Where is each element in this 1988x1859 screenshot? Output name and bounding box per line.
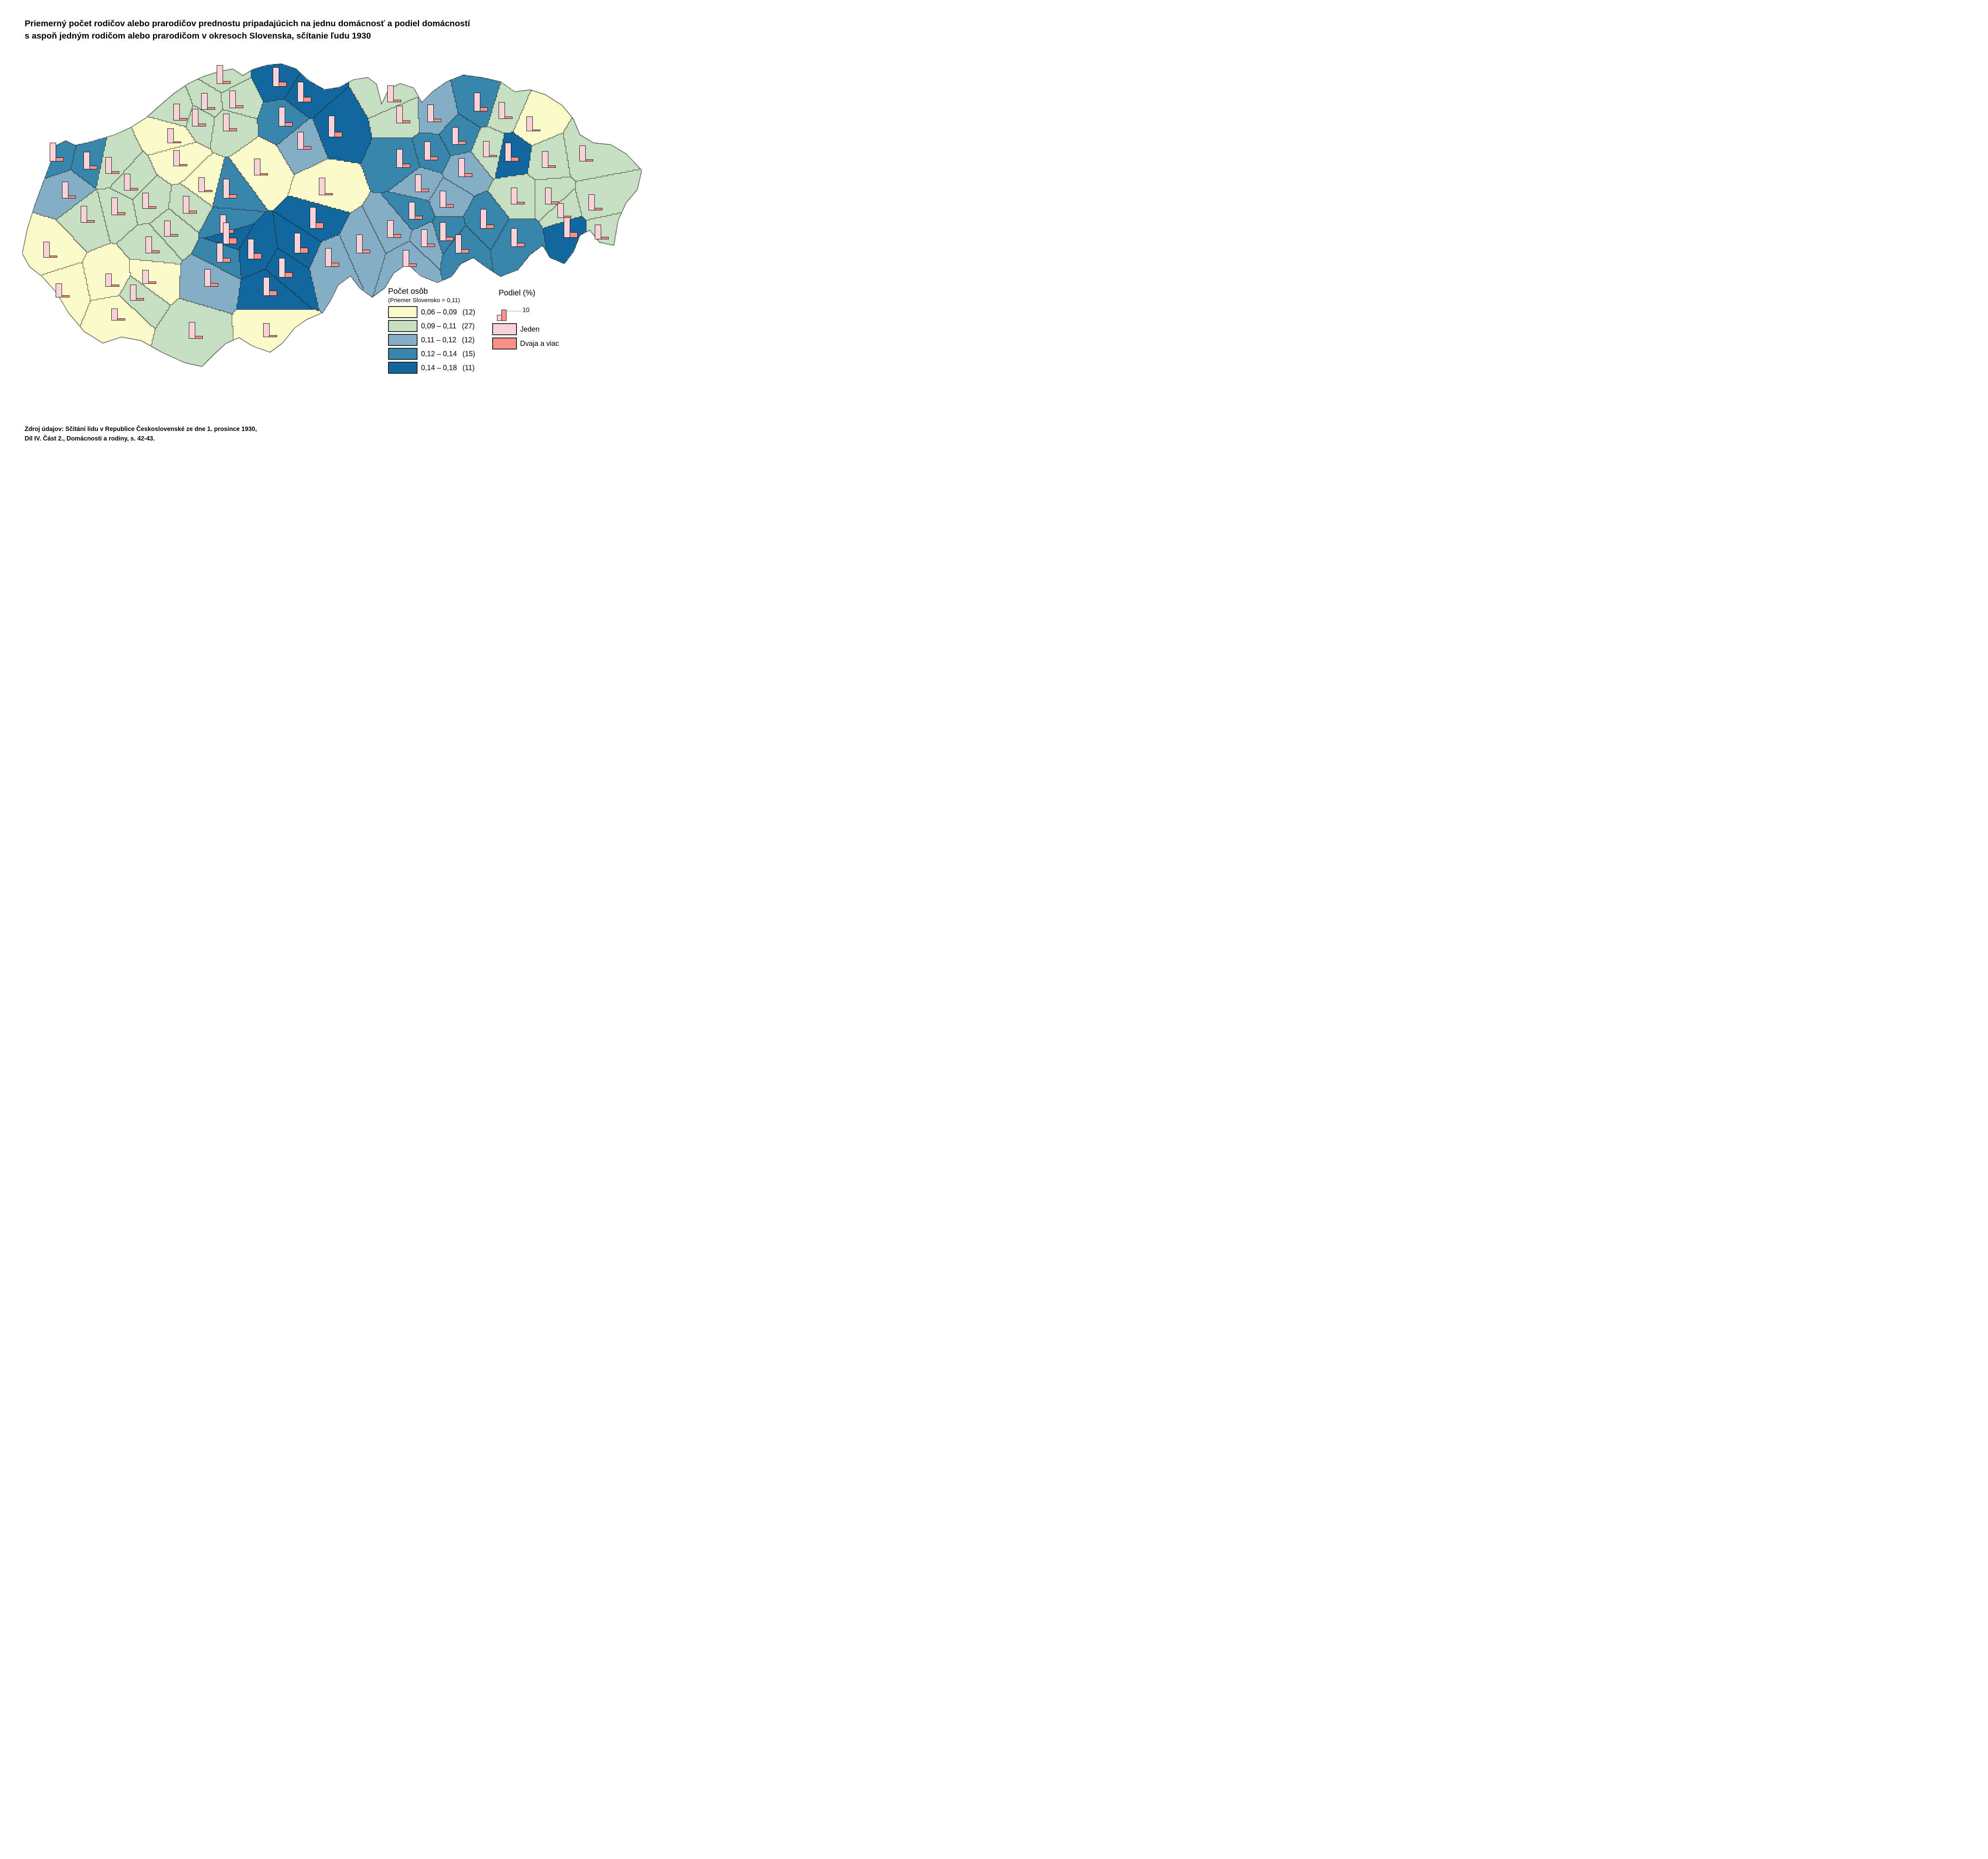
class-3-count: (12)	[462, 336, 475, 344]
source-line2: Díl IV. Část 2., Domácnosti a rodiny, s.…	[25, 435, 155, 442]
legend-share-row-jeden: Jeden	[492, 323, 559, 335]
class-1-range: 0,06 – 0,09	[421, 308, 457, 316]
jeden-swatch	[492, 323, 517, 335]
class-1-count: (12)	[462, 308, 476, 316]
class-5-swatch	[388, 362, 417, 374]
jeden-label: Jeden	[520, 325, 540, 333]
share-scale-icon: 10	[497, 300, 559, 321]
legend-class-row: 0,11 – 0,12 (12)	[388, 334, 475, 346]
map-title-line2: s aspoň jedným rodičom alebo prarodičom …	[25, 31, 371, 41]
source-line1: Zdroj údajov: Sčítání lidu v Republice Č…	[25, 426, 257, 433]
legend-count: Počet osôb (Priemer Slovensko = 0,11) 0,…	[388, 287, 476, 374]
map-title-line1: Priemerný počet rodičov alebo prarodičov…	[25, 19, 470, 28]
class-1-swatch	[388, 306, 417, 318]
slovakia-districts-map	[22, 63, 642, 368]
legend-class-row: 0,09 – 0,11 (27)	[388, 320, 475, 332]
source-note: Zdroj údajov: Sčítání lidu v Republice Č…	[25, 425, 257, 444]
class-4-count: (15)	[462, 349, 476, 358]
legend-count-subtitle: (Priemer Slovensko = 0,11)	[388, 297, 460, 304]
class-2-count: (27)	[462, 322, 475, 330]
share-scale-dvaja-bar	[501, 310, 507, 321]
legend-share: Podiel (%) 10 Jeden Dvaja a viac	[492, 289, 559, 349]
class-3-range: 0,11 – 0,12	[421, 336, 456, 344]
class-5-count: (11)	[462, 363, 475, 372]
dvaja-swatch	[492, 338, 517, 349]
legend-class-row: 0,12 – 0,14 (15)	[388, 348, 476, 360]
legend-class-row: 0,14 – 0,18 (11)	[388, 362, 475, 374]
map-title: Priemerný počet rodičov alebo prarodičov…	[25, 17, 470, 42]
legend-class-row: 0,06 – 0,09 (12)	[388, 306, 476, 318]
class-3-swatch	[388, 334, 417, 346]
class-2-range: 0,09 – 0,11	[421, 322, 456, 330]
share-scale-ref-value: 10	[522, 307, 530, 314]
legend-count-title: Počet osôb	[388, 287, 428, 296]
class-5-range: 0,14 – 0,18	[421, 363, 457, 372]
class-2-swatch	[388, 320, 417, 332]
map-area: Počet osôb (Priemer Slovensko = 0,11) 0,…	[22, 63, 642, 374]
legend-share-row-dvaja: Dvaja a viac	[492, 338, 559, 349]
dvaja-label: Dvaja a viac	[520, 339, 559, 347]
legend-share-title: Podiel (%)	[499, 289, 536, 297]
class-4-swatch	[388, 348, 417, 360]
class-4-range: 0,12 – 0,14	[421, 349, 457, 358]
page: Priemerný počet rodičov alebo prarodičov…	[0, 0, 658, 465]
